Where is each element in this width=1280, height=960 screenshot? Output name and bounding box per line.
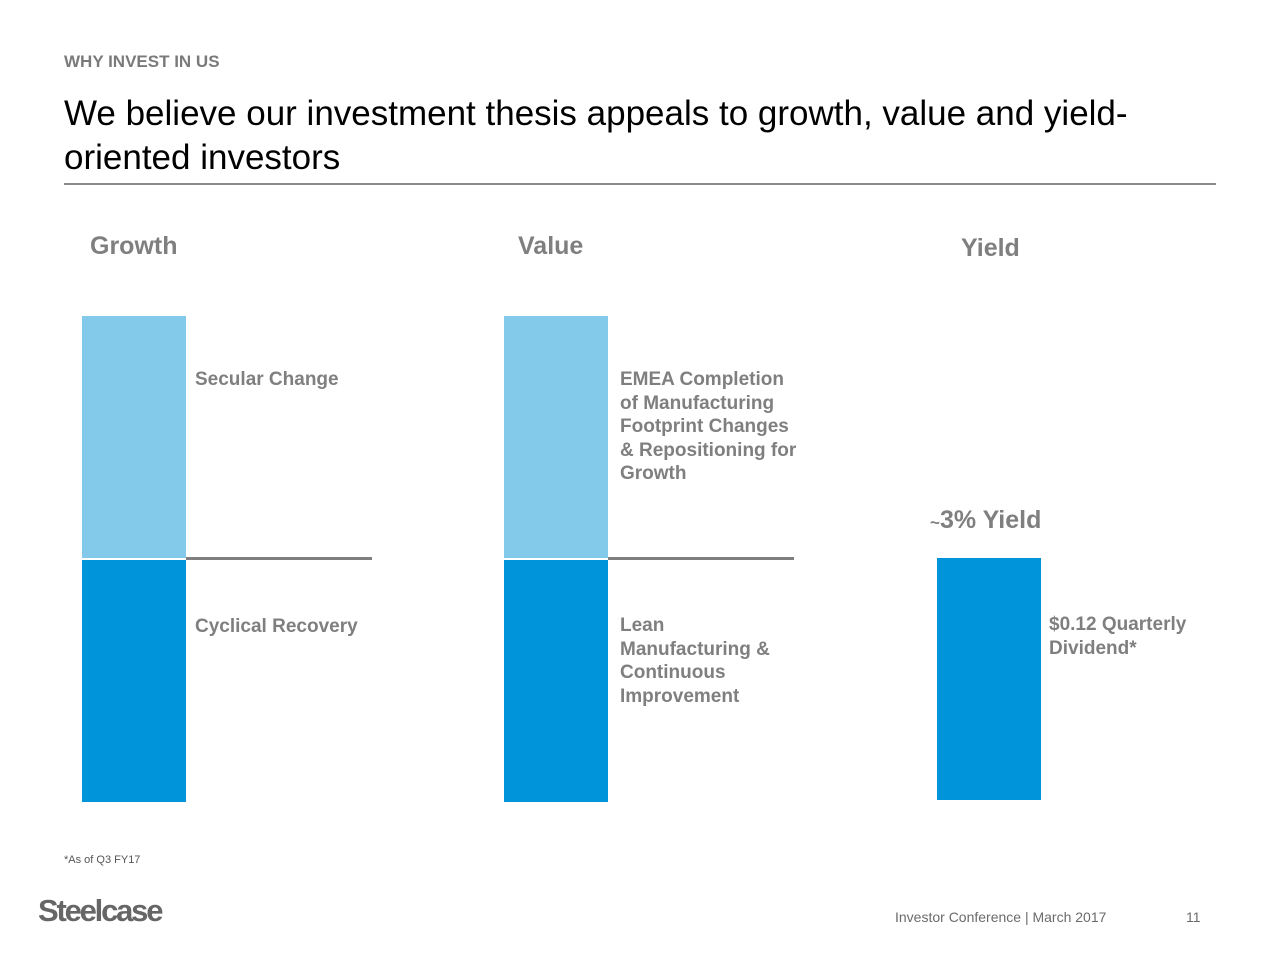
value-upper-label: EMEA Completion of Manufacturing Footpri…: [620, 369, 797, 484]
growth-cyclical-bar: [82, 560, 186, 802]
growth-divider-line: [186, 557, 372, 560]
page-number: 11: [1186, 909, 1201, 925]
value-emea-bar: [504, 316, 608, 558]
yield-tilde: ~: [930, 513, 940, 532]
steelcase-logo: Steelcase: [38, 893, 163, 928]
value-heading: Value: [518, 232, 584, 260]
yield-value: ~3% Yield: [930, 506, 1041, 535]
growth-secular-bar: [82, 316, 186, 558]
yield-dividend-bar: [937, 558, 1041, 800]
yield-heading: Yield: [961, 234, 1020, 262]
value-lean-bar: [504, 560, 608, 802]
value-lower-label: Lean Manufacturing & Continuous Improvem…: [620, 615, 770, 707]
footnote: *As of Q3 FY17: [64, 854, 141, 866]
yield-value-text: 3% Yield: [939, 506, 1042, 534]
growth-heading: Growth: [90, 232, 178, 260]
section-kicker: WHY INVEST IN US: [64, 52, 220, 71]
growth-lower-label: Cyclical Recovery: [195, 616, 358, 637]
yield-bar-label: $0.12 Quarterly Dividend*: [1049, 614, 1187, 659]
growth-upper-label: Secular Change: [195, 369, 339, 390]
slide-title: We believe our investment thesis appeals…: [64, 94, 1128, 177]
title-divider: [64, 183, 1216, 185]
footer-event-text: Investor Conference | March 2017: [895, 909, 1107, 925]
value-divider-line: [608, 557, 794, 560]
